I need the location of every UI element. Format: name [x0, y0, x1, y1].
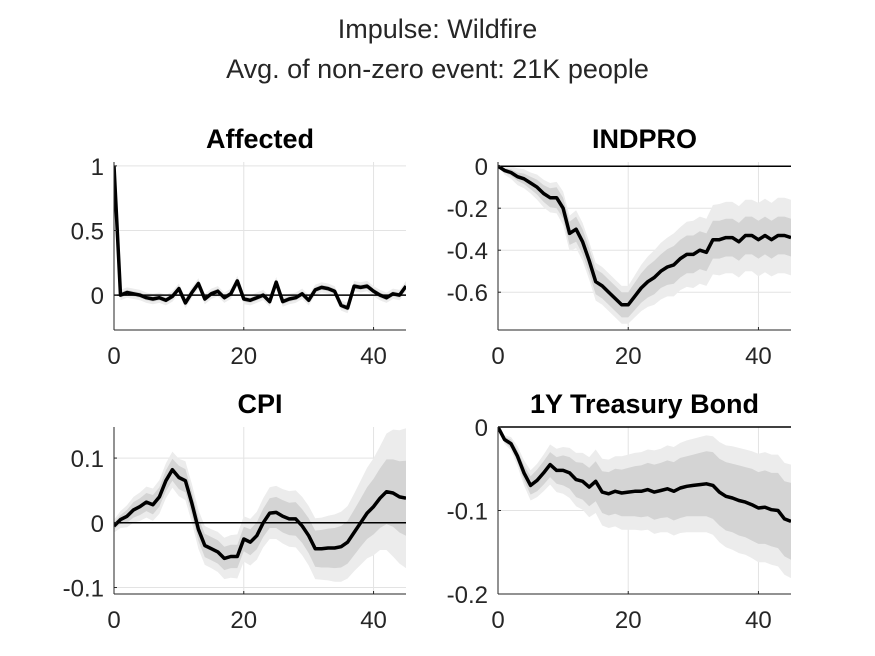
affected-panel: 0 20 40 1 0.5 0 Affected	[71, 124, 406, 370]
affected-ytick-label-0: 1	[91, 154, 104, 181]
treasury-1y-panel: 0 20 40 0 -0.1 -0.2 1Y Treasury Bond	[447, 389, 791, 634]
cpi-xtick-label-2: 40	[360, 607, 387, 634]
treasury-1y-xtick-label-1: 20	[615, 607, 642, 634]
treasury-1y-xtick-label-2: 40	[745, 607, 772, 634]
affected-xtick-label-2: 40	[360, 343, 387, 370]
cpi-xtick-label-1: 20	[230, 607, 257, 634]
treasury-1y-ytick-label-2: -0.2	[447, 582, 488, 609]
figure-title: Impulse: Wildfire	[337, 14, 538, 44]
indpro-inner-band	[498, 166, 791, 318]
indpro-response-line	[498, 164, 791, 307]
cpi-ytick-label-0: 0.1	[71, 446, 104, 473]
figure-subtitle: Avg. of non-zero event: 21K people	[226, 54, 649, 84]
cpi-response-line	[114, 467, 406, 561]
indpro-outer-band	[498, 166, 791, 324]
treasury-1y-xtick-label-0: 0	[491, 607, 504, 634]
treasury-1y-ytick-label-0: 0	[475, 415, 488, 442]
indpro-ytick-label-0: 0	[475, 154, 488, 181]
indpro-panel: 0 20 40 0 -0.2 -0.4 -0.6 INDPRO	[447, 124, 791, 370]
indpro-xtick-label-1: 20	[615, 343, 642, 370]
cpi-ytick-label-2: -0.1	[63, 576, 104, 603]
affected-ytick-label-2: 0	[91, 283, 104, 310]
indpro-ytick-label-2: -0.4	[447, 238, 488, 265]
cpi-title: CPI	[237, 389, 282, 419]
affected-outer-band	[114, 162, 406, 314]
treasury-1y-title: 1Y Treasury Bond	[530, 389, 759, 419]
cpi-ytick-label-1: 0	[91, 511, 104, 538]
affected-title: Affected	[206, 124, 314, 154]
affected-ytick-label-1: 0.5	[71, 218, 104, 245]
affected-xtick-label-0: 0	[107, 343, 120, 370]
indpro-xtick-label-2: 40	[745, 343, 772, 370]
treasury-1y-inner-band	[498, 427, 791, 560]
indpro-ytick-label-1: -0.2	[447, 196, 488, 223]
affected-xtick-label-1: 20	[230, 343, 257, 370]
treasury-1y-response-line	[498, 427, 791, 524]
indpro-title: INDPRO	[592, 124, 697, 154]
cpi-xtick-label-0: 0	[107, 607, 120, 634]
indpro-xtick-label-0: 0	[491, 343, 504, 370]
affected-response-line	[114, 165, 406, 310]
treasury-1y-ytick-label-1: -0.1	[447, 499, 488, 526]
indpro-ytick-label-3: -0.6	[447, 280, 488, 307]
